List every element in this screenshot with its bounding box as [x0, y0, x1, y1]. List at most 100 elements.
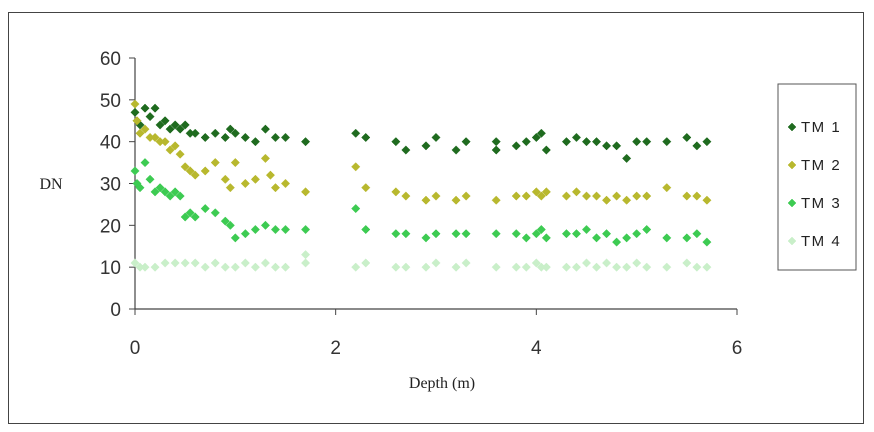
data-point-tm-4 [270, 262, 281, 272]
legend-label: TM 3 [801, 195, 841, 212]
data-point-tm-3 [431, 229, 441, 239]
data-point-tm-2 [175, 149, 185, 159]
data-point-tm-3 [280, 224, 291, 235]
data-point-tm-1 [391, 137, 401, 147]
data-point-tm-1 [642, 137, 652, 147]
data-point-tm-1 [491, 137, 501, 147]
data-point-tm-3 [662, 233, 672, 243]
data-point-tm-4 [561, 262, 571, 272]
data-point-tm-2 [220, 174, 230, 184]
data-point-tm-2 [225, 183, 235, 193]
data-point-tm-3 [451, 229, 461, 239]
data-point-tm-1 [130, 107, 140, 117]
data-point-tm-2 [682, 191, 692, 201]
data-point-tm-4 [622, 262, 632, 272]
data-point-tm-4 [351, 262, 361, 272]
data-point-tm-1 [361, 132, 371, 143]
data-point-tm-2 [210, 158, 220, 168]
data-point-tm-2 [531, 187, 541, 197]
data-point-tm-1 [581, 137, 592, 147]
data-point-tm-1 [160, 116, 170, 126]
data-point-tm-2 [632, 191, 642, 201]
data-point-tm-2 [622, 195, 632, 205]
data-point-tm-4 [531, 258, 541, 268]
data-point-tm-4 [190, 258, 200, 268]
y-tick-label: 10 [100, 258, 121, 279]
data-point-tm-3 [200, 204, 210, 214]
data-point-tm-3 [612, 237, 622, 247]
data-point-tm-3 [541, 233, 551, 243]
data-point-tm-4 [240, 258, 250, 268]
data-point-tm-3 [581, 224, 592, 235]
legend-label: TM 1 [801, 119, 841, 136]
data-point-tm-3 [130, 166, 140, 176]
data-point-tm-3 [351, 204, 361, 214]
data-point-tm-1 [210, 128, 220, 138]
data-point-tm-2 [140, 124, 150, 134]
data-point-tm-3 [511, 229, 521, 239]
data-point-tm-1 [521, 137, 531, 147]
data-point-tm-1 [491, 145, 501, 155]
data-point-tm-1 [431, 132, 441, 143]
data-point-tm-2 [692, 191, 702, 201]
y-axis-title: DN [39, 176, 63, 193]
data-point-tm-1 [165, 124, 175, 134]
data-point-tm-1 [511, 141, 521, 151]
data-point-tm-2 [301, 187, 311, 197]
data-point-tm-3 [361, 224, 371, 235]
data-point-tm-4 [682, 258, 692, 268]
legend-label: TM 2 [801, 157, 841, 174]
x-tick-label: 6 [732, 338, 743, 359]
data-point-tm-3 [170, 187, 180, 197]
data-point-tm-1 [301, 137, 311, 147]
data-point-tm-3 [521, 233, 531, 243]
data-point-tm-4 [521, 262, 531, 272]
data-point-tm-4 [230, 262, 240, 272]
data-point-tm-1 [692, 141, 702, 151]
data-point-tm-1 [351, 128, 361, 138]
data-point-tm-1 [451, 145, 461, 155]
data-point-tm-2 [401, 191, 411, 201]
data-point-tm-2 [185, 166, 195, 176]
data-point-tm-1 [541, 145, 551, 155]
legend-marker [787, 160, 797, 170]
data-point-tm-3 [632, 229, 642, 239]
data-point-tm-3 [150, 187, 160, 197]
data-point-tm-1 [170, 120, 180, 130]
data-point-tm-2 [491, 195, 501, 205]
data-point-tm-1 [200, 132, 210, 143]
data-point-tm-2 [431, 191, 441, 201]
data-point-tm-2 [511, 191, 521, 201]
data-point-tm-2 [180, 162, 190, 172]
data-point-tm-4 [160, 258, 170, 268]
data-point-tm-4 [250, 262, 260, 272]
data-point-tm-1 [421, 141, 431, 151]
data-point-tm-1 [632, 137, 642, 147]
data-point-tm-2 [200, 166, 210, 176]
data-point-tm-4 [541, 262, 551, 272]
data-point-tm-4 [361, 258, 371, 268]
data-point-tm-4 [180, 258, 190, 268]
data-point-tm-4 [461, 258, 471, 268]
data-point-tm-1 [401, 145, 411, 155]
data-point-tm-4 [301, 250, 311, 260]
data-point-tm-2 [250, 174, 260, 184]
data-point-tm-4 [130, 258, 140, 268]
data-point-tm-2 [702, 195, 712, 205]
data-point-tm-1 [180, 120, 190, 130]
data-point-tm-2 [361, 183, 371, 193]
axis-ticks: 0 10 20 30 40 50 60 0 2 4 6 [100, 49, 742, 359]
data-point-tm-3 [175, 191, 185, 201]
data-point-tm-2 [541, 187, 551, 197]
legend: TM 1 TM 2 TM 3 TM 4 [777, 83, 857, 271]
data-point-tm-3 [190, 212, 200, 222]
data-point-tm-4 [421, 262, 431, 272]
data-point-tm-2 [150, 132, 160, 143]
data-point-tm-2 [561, 191, 571, 201]
data-point-tm-3 [185, 208, 195, 218]
data-point-tm-2 [230, 158, 240, 168]
data-point-tm-3 [180, 212, 190, 222]
data-point-tm-1 [140, 103, 150, 113]
